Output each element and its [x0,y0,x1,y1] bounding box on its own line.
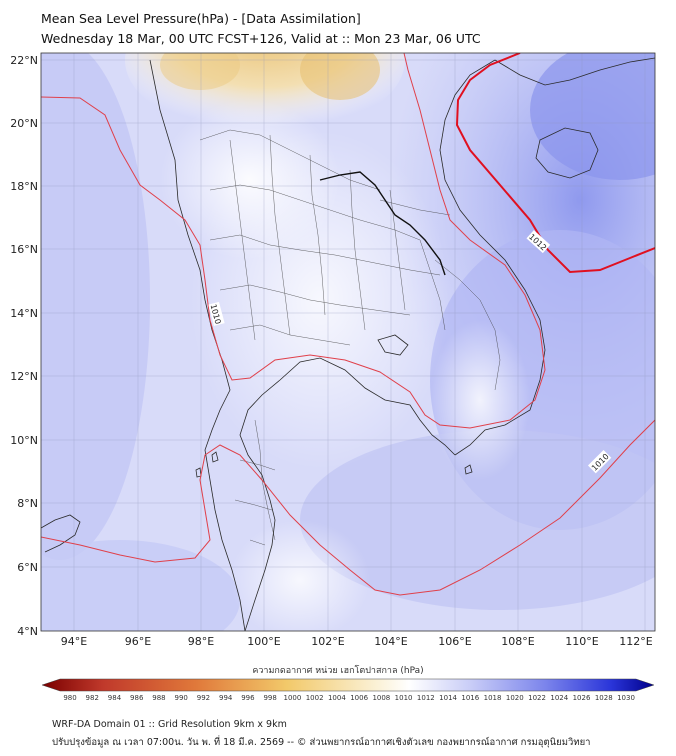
province-borders [199,129,501,546]
colorbar-title: ความกดอากาศ หน่วย เฮกโตปาสกาล (hPa) [252,666,424,676]
colorbar-tick-label: 998 [263,694,276,702]
lon-tick-108: 108°E [501,635,534,648]
colorbar-tick-label: 1018 [484,694,502,702]
colorbar-tick-label: 994 [219,694,233,702]
lon-tick-106: 106°E [438,635,471,648]
lon-tick-94: 94°E [61,635,87,648]
isobar-1012 [455,53,655,274]
colorbar-tick-label: 980 [63,694,76,702]
lat-tick-14: 14°N [10,307,38,320]
colorbar-tick-label: 1002 [306,694,324,702]
colorbar-ticks: 980 982 984 986 988 990 992 994 996 998 1000 1002 10… [63,694,635,702]
lat-tick-18: 18°N [10,180,38,193]
map-subtitle: Wednesday 18 Mar, 00 UTC FCST+126, Valid… [41,31,481,46]
lat-tick-10: 10°N [10,434,38,447]
lon-tick-102: 102°E [311,635,344,648]
lon-tick-112: 112°E [619,635,652,648]
colorbar-tick-label: 1006 [350,694,368,702]
longitude-labels: 94°E 96°E 98°E 100°E 102°E 104°E 106°E 1… [61,635,653,648]
colorbar-tick-label: 1010 [395,694,413,702]
national-border [319,171,446,276]
colorbar-tick-label: 1016 [461,694,479,702]
colorbar-tick-label: 996 [241,694,255,702]
colorbar-tick-label: 982 [86,694,99,702]
colorbar: 980 982 984 986 988 990 992 994 996 998 1000 1002 10… [41,678,655,702]
lon-tick-100: 100°E [247,635,280,648]
colorbar-tick-label: 992 [197,694,210,702]
lat-tick-16: 16°N [10,243,38,256]
colorbar-tick-label: 1028 [595,694,613,702]
lat-tick-6: 6°N [17,561,38,574]
lat-tick-20: 20°N [10,117,38,130]
colorbar-tick-label: 1014 [439,694,457,702]
colorbar-bar [41,678,655,692]
colorbar-tick-label: 984 [108,694,122,702]
coastlines [41,57,655,631]
lon-tick-96: 96°E [125,635,151,648]
lon-tick-104: 104°E [374,635,407,648]
colorbar-tick-label: 1008 [372,694,390,702]
map-title: Mean Sea Level Pressure(hPa) - [Data Ass… [41,11,361,26]
lat-tick-8: 8°N [17,497,38,510]
isobars [41,53,655,596]
lat-tick-12: 12°N [10,370,38,383]
colorbar-tick-label: 1012 [417,694,435,702]
latitude-labels: 22°N 20°N 18°N 16°N 14°N 12°N 10°N 8°N 6… [10,54,38,638]
colorbar-tick-label: 1020 [506,694,524,702]
colorbar-tick-label: 986 [130,694,144,702]
colorbar-tick-label: 1030 [617,694,635,702]
plot-frame [40,52,656,632]
lat-tick-4: 4°N [17,625,38,638]
colorbar-tick-label: 1024 [550,694,568,702]
lon-tick-98: 98°E [188,635,214,648]
colorbar-tick-label: 990 [175,694,188,702]
colorbar-tick-label: 988 [152,694,165,702]
pressure-field [41,53,655,631]
lon-tick-110: 110°E [565,635,598,648]
lat-tick-22: 22°N [10,54,38,67]
colorbar-tick-label: 1022 [528,694,546,702]
colorbar-tick-label: 1026 [573,694,591,702]
graticule [41,53,655,631]
isobar-1010-west [41,53,546,429]
footer-line-2: ปรับปรุงข้อมูล ณ เวลา 07:00น. วัน พ. ที่… [52,737,591,748]
isobar-1010-south [41,419,655,596]
colorbar-tick-label: 1004 [328,694,346,702]
colorbar-tick-label: 1000 [283,694,301,702]
footer-line-1: WRF-DA Domain 01 :: Grid Resolution 9km … [52,719,287,730]
